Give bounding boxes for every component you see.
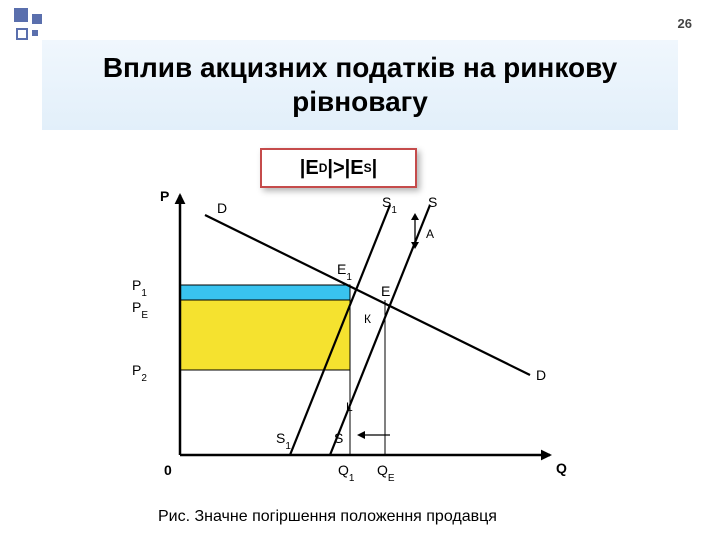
svg-text:P1: P1 [132,277,147,299]
slide-title: Вплив акцизних податків на ринкову рівно… [42,51,678,118]
svg-text:P2: P2 [132,362,147,384]
svg-text:Q1: Q1 [338,462,355,484]
svg-text:PE: PE [132,299,148,321]
svg-text:E: E [381,283,390,299]
svg-text:К: К [364,312,371,326]
svg-text:D: D [536,367,546,383]
svg-text:E1: E1 [337,261,352,283]
figure-caption: Рис. Значне погіршення положення продавц… [158,508,497,526]
svg-text:S: S [334,430,343,446]
svg-text:P: P [160,188,169,204]
svg-text:A: A [426,227,434,241]
svg-text:S1: S1 [382,194,397,216]
page-number: 26 [678,16,692,31]
svg-text:Q: Q [556,460,567,476]
svg-text:S: S [428,194,437,210]
svg-text:QE: QE [377,462,395,484]
supply-demand-chart: PQ0DDSS1SS1P1PEP2Q1QEEE1КLA [120,195,580,495]
svg-text:0: 0 [164,462,172,478]
title-band: Вплив акцизних податків на ринкову рівно… [42,40,678,130]
svg-text:L: L [346,400,353,414]
elasticity-formula: |ED|>|ES| [260,148,417,188]
svg-text:S1: S1 [276,430,291,452]
svg-text:D: D [217,200,227,216]
